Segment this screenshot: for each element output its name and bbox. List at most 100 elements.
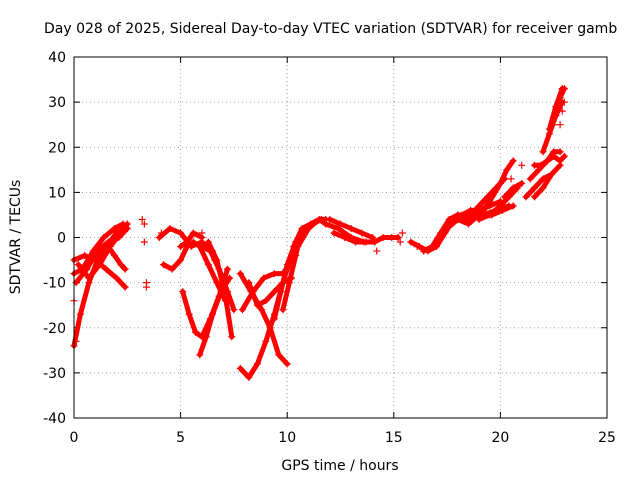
- data-point: [531, 184, 539, 192]
- x-axis-label: GPS time / hours: [281, 458, 398, 474]
- data-point: [196, 351, 204, 359]
- data-point: [486, 211, 494, 219]
- data-point: [283, 261, 291, 269]
- data-point: [117, 261, 125, 269]
- data-point: [160, 261, 168, 269]
- data-point: [179, 288, 187, 296]
- y-tick-label: 10: [48, 185, 66, 201]
- plot-frame: [73, 56, 608, 419]
- data-point: [290, 243, 298, 251]
- data-point: [266, 324, 274, 332]
- data-point: [192, 328, 200, 336]
- data-point: [270, 315, 278, 323]
- data-point: [548, 170, 556, 178]
- data-point: [501, 175, 509, 183]
- data-point: [315, 215, 323, 223]
- data-point: [526, 175, 534, 183]
- data-point: [238, 306, 246, 314]
- data-point: [537, 161, 545, 169]
- data-point: [85, 274, 93, 282]
- data-point: [322, 215, 330, 223]
- data-point: [96, 261, 104, 269]
- data-point: [337, 220, 344, 228]
- data-point: [270, 288, 278, 296]
- y-tick-label: -10: [43, 276, 66, 292]
- x-tick-label: 5: [176, 430, 185, 446]
- data-point: [258, 306, 266, 314]
- data-point: [224, 265, 232, 273]
- data-point: [518, 179, 526, 187]
- data-point: [140, 238, 148, 246]
- data-point: [362, 238, 370, 246]
- data-point: [183, 238, 191, 246]
- data-point: [499, 206, 507, 214]
- data-point: [368, 234, 376, 241]
- data-point: [93, 247, 101, 255]
- data-point: [100, 234, 108, 241]
- data-point: [509, 202, 517, 210]
- data-point: [330, 229, 338, 237]
- data-point: [236, 364, 244, 372]
- data-point: [189, 229, 197, 237]
- data-point: [531, 193, 539, 201]
- y-tick-label: 30: [48, 95, 66, 111]
- chart-title: Day 028 of 2025, Sidereal Day-to-day VTE…: [44, 21, 617, 37]
- data-point: [531, 161, 539, 169]
- data-point: [445, 220, 453, 228]
- series-arc06: [104, 243, 129, 273]
- data-point: [270, 270, 278, 278]
- x-tick-label: 0: [70, 430, 79, 446]
- data-point: [501, 193, 509, 201]
- data-point: [168, 265, 176, 273]
- data-point: [432, 238, 440, 246]
- data-point: [496, 202, 504, 210]
- data-point: [341, 234, 349, 241]
- data-point: [443, 224, 451, 232]
- data-point: [550, 152, 558, 160]
- data-point: [221, 292, 229, 300]
- x-tick-label: 25: [598, 430, 616, 446]
- data-point: [556, 94, 564, 102]
- data-point: [388, 234, 396, 241]
- data-point: [484, 193, 492, 201]
- data-point: [560, 152, 568, 160]
- data-point: [121, 283, 129, 291]
- series-trace: [178, 230, 205, 249]
- data-point: [507, 175, 515, 183]
- series-trace: [75, 221, 130, 281]
- data-point: [420, 247, 428, 255]
- series-trace: [372, 235, 401, 245]
- data-point: [379, 234, 387, 241]
- data-point: [245, 279, 253, 287]
- data-point: [552, 112, 560, 120]
- data-point: [166, 224, 174, 232]
- data-point: [74, 261, 82, 269]
- data-point: [209, 310, 217, 318]
- data-point: [298, 224, 306, 232]
- data-point: [522, 193, 530, 201]
- series-trace: [205, 239, 235, 340]
- data-point: [371, 238, 379, 246]
- data-point: [104, 243, 112, 251]
- data-point: [230, 306, 238, 314]
- series-arc07: [160, 243, 191, 273]
- data-point: [373, 247, 381, 255]
- data-point: [334, 224, 342, 232]
- data-point: [464, 220, 472, 228]
- data-point: [558, 107, 566, 115]
- series-arc25: [371, 234, 402, 246]
- data-point: [121, 265, 129, 273]
- data-point: [262, 337, 270, 345]
- data-point: [503, 166, 511, 174]
- data-point: [198, 243, 206, 251]
- data-point: [560, 98, 568, 106]
- y-tick-label: 40: [48, 50, 66, 66]
- data-point: [155, 234, 163, 241]
- data-point: [351, 238, 359, 246]
- data-series: [70, 85, 568, 381]
- series-arc33: [501, 179, 526, 201]
- data-point: [262, 297, 270, 305]
- data-point: [204, 261, 212, 269]
- y-tick-label: -20: [43, 321, 66, 337]
